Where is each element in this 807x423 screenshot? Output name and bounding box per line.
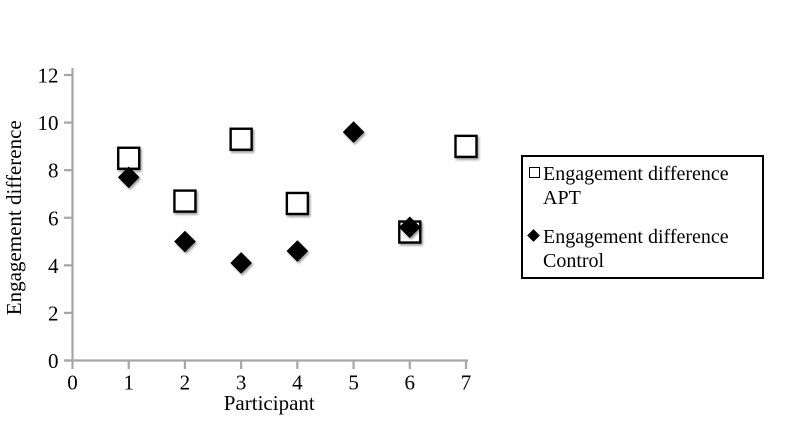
x-tick-label: 1: [123, 371, 134, 395]
y-tick-label: 2: [48, 301, 59, 325]
legend-label-control: Engagement difference Control: [543, 226, 729, 272]
x-tick-label: 7: [461, 371, 472, 395]
y-tick-label: 12: [38, 64, 59, 88]
data-point-control: [174, 230, 196, 253]
y-tick-label: 8: [48, 159, 59, 183]
x-tick-label: 2: [180, 371, 191, 395]
filled-diamond-icon: [529, 230, 543, 240]
data-point-apt: [285, 191, 310, 216]
data-point-apt: [454, 134, 478, 159]
y-tick-label: 0: [48, 349, 59, 373]
data-point-apt: [117, 146, 141, 170]
y-tick-label: 10: [38, 111, 59, 135]
x-tick-label: 3: [236, 371, 247, 395]
data-point-apt: [173, 189, 197, 213]
x-tick-label: 0: [67, 371, 78, 395]
legend-entry-control: Engagement difference Control: [529, 225, 758, 273]
data-point-apt: [229, 127, 253, 151]
x-tick-label: 6: [405, 371, 416, 395]
y-axis-title: Engagement difference: [2, 120, 26, 315]
x-tick-label: 5: [348, 371, 359, 395]
open-square-icon: [529, 167, 543, 178]
y-tick-label: 6: [48, 206, 59, 230]
legend-label-apt: Engagement difference APT: [543, 163, 729, 209]
y-tick-label: 4: [48, 254, 59, 278]
data-point-control: [230, 252, 252, 274]
data-point-control: [117, 166, 140, 189]
data-point-control: [286, 240, 309, 262]
data-point-control: [342, 121, 365, 143]
legend-entry-apt: Engagement difference APT: [529, 162, 758, 210]
x-axis-title: Participant: [224, 391, 315, 415]
x-tick-label: 4: [292, 371, 303, 395]
chart-legend: Engagement difference APT Engagement dif…: [521, 155, 764, 279]
data-point-control: [398, 216, 421, 239]
